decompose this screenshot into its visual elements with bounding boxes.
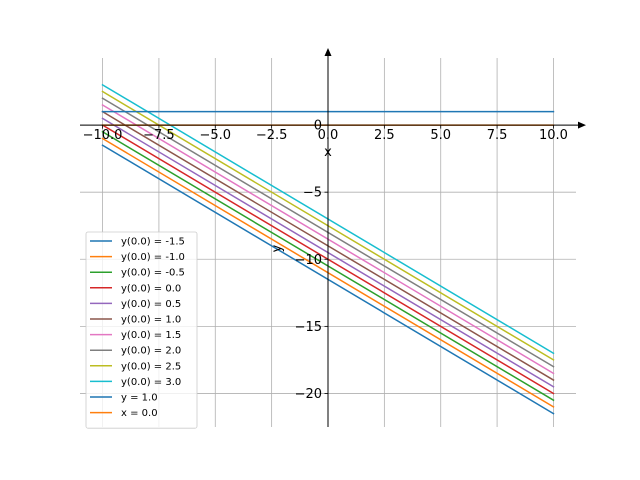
x-tick-label: 2.5 — [374, 128, 395, 143]
legend: y(0.0) = -1.5 y(0.0) = -1.0 y(0.0) = -0.5 y… — [85, 231, 198, 429]
x-tick-label: 5.0 — [430, 128, 451, 143]
legend-label: y(0.0) = 2.0 — [121, 346, 181, 357]
legend-label: y = 1.0 — [121, 393, 158, 404]
x-tick-label: 0.0 — [318, 128, 339, 143]
x-axis-arrow — [578, 121, 586, 129]
y-tick-label: −5 — [303, 186, 322, 201]
x-tick-label: −10.0 — [83, 128, 123, 143]
legend-label: y(0.0) = 3.0 — [121, 377, 181, 388]
tick-labels: −10.0 −7.5 −5.0 −2.5 0.0 2.5 5.0 7.5 10.0 −20 −15 −… — [83, 119, 568, 402]
x-tick-label: 10.0 — [539, 128, 568, 143]
y-tick-label: 0 — [314, 119, 322, 134]
x-tick-label: −2.5 — [256, 128, 288, 143]
y-axis-arrow — [324, 48, 332, 56]
axes — [80, 48, 586, 427]
y-tick-label: −10 — [295, 253, 322, 268]
legend-label: y(0.0) = -1.5 — [121, 237, 185, 248]
legend-label: y(0.0) = -1.0 — [121, 252, 185, 263]
legend-label: x = 0.0 — [121, 408, 158, 419]
y-tick-label: −15 — [295, 320, 322, 335]
legend-label: y(0.0) = -0.5 — [121, 268, 185, 279]
x-tick-label: −7.5 — [143, 128, 175, 143]
legend-label: y(0.0) = 2.5 — [121, 361, 181, 372]
y-tick-label: −20 — [295, 387, 322, 402]
x-tick-label: 7.5 — [487, 128, 508, 143]
x-axis-label: x — [324, 145, 332, 160]
legend-box — [85, 231, 198, 429]
legend-label: y(0.0) = 0.0 — [121, 283, 181, 294]
y-axis-label: y — [270, 244, 285, 252]
x-tick-label: −5.0 — [199, 128, 231, 143]
legend-label: y(0.0) = 0.5 — [121, 299, 181, 310]
legend-label: y(0.0) = 1.5 — [121, 330, 181, 341]
legend-label: y(0.0) = 1.0 — [121, 315, 181, 326]
